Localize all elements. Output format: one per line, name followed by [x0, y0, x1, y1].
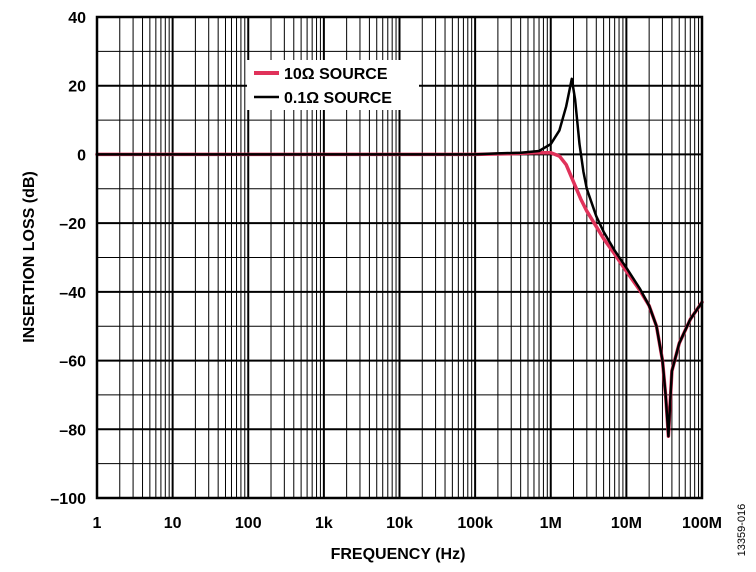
y-tick-label: 20	[68, 79, 86, 96]
x-tick-label: 1M	[540, 515, 562, 532]
series-lines	[95, 77, 704, 438]
x-tick-label: 100	[235, 515, 262, 532]
y-tick-label: 0	[77, 147, 86, 164]
x-axis-ticks: 1 10 100 1k 10k 100k 1M 10M 100M	[93, 515, 722, 532]
y-tick-label: –60	[59, 354, 86, 371]
legend: 10Ω SOURCE 0.1Ω SOURCE	[247, 60, 419, 110]
y-tick-label: –20	[59, 216, 86, 233]
series-line-0-1ohm	[95, 77, 704, 438]
x-tick-label: 10M	[611, 515, 642, 532]
plot-area-frame	[95, 15, 704, 500]
y-tick-label: –100	[50, 491, 86, 508]
legend-label-10ohm: 10Ω SOURCE	[284, 66, 388, 83]
x-tick-label: 10k	[386, 515, 413, 532]
x-tick-label: 100M	[682, 515, 722, 532]
x-tick-label: 1	[93, 515, 102, 532]
y-tick-label: 40	[68, 10, 86, 27]
x-tick-label: 10	[164, 515, 182, 532]
legend-background	[247, 60, 419, 110]
x-tick-label: 1k	[315, 515, 333, 532]
figure-id: 13359-016	[736, 504, 748, 557]
legend-label-0-1ohm: 0.1Ω SOURCE	[284, 90, 392, 107]
y-tick-label: –80	[59, 422, 86, 439]
y-tick-label: –40	[59, 285, 86, 302]
y-axis-title: INSERTION LOSS (dB)	[21, 171, 38, 343]
x-tick-label: 100k	[457, 515, 493, 532]
y-axis-ticks: 40 20 0 –20 –40 –60 –80 –100	[50, 10, 86, 508]
x-axis-title: FREQUENCY (Hz)	[331, 546, 466, 563]
